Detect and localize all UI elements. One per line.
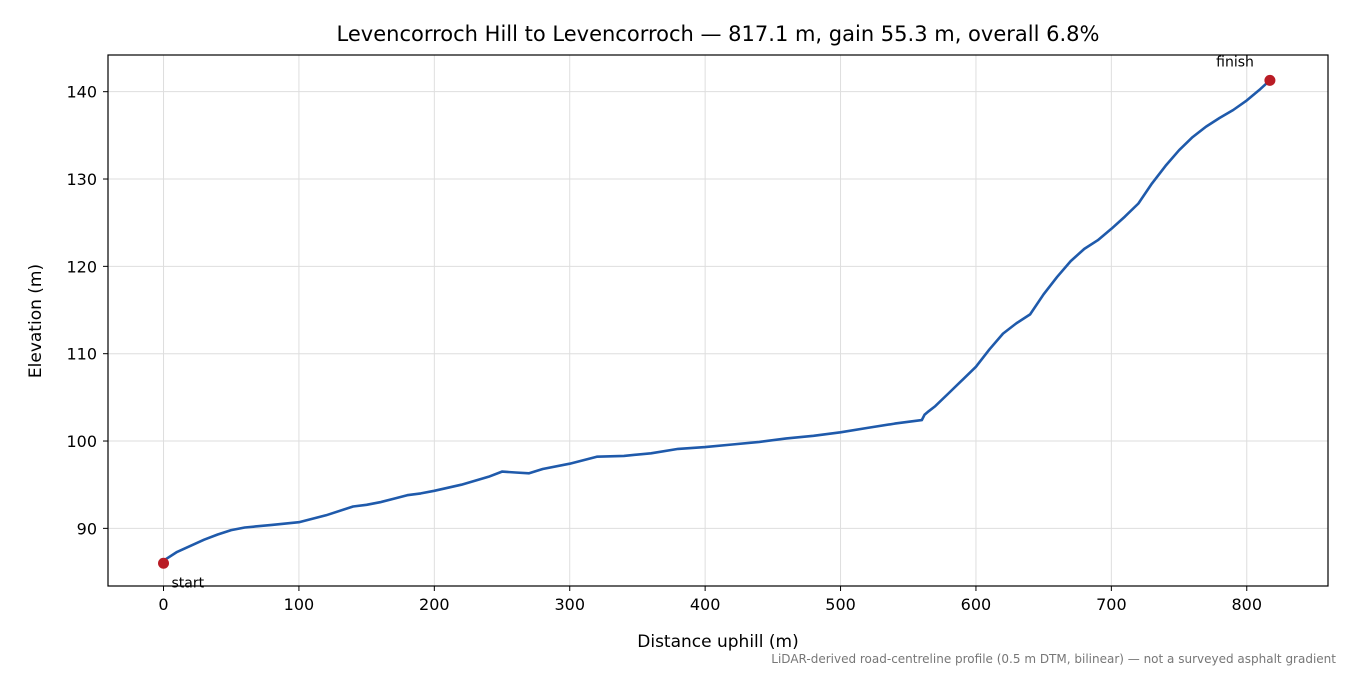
x-tick-label: 800: [1231, 595, 1262, 614]
x-tick-label: 700: [1096, 595, 1127, 614]
series: [162, 79, 1272, 562]
y-tick-label: 120: [66, 257, 97, 276]
start-label: start: [172, 575, 205, 591]
markers: start finish: [158, 54, 1276, 591]
footnote: LiDAR-derived road-centreline profile (0…: [771, 652, 1336, 666]
x-tick-label: 400: [690, 595, 721, 614]
chart-title: Levencorroch Hill to Levencorroch — 817.…: [337, 22, 1100, 46]
finish-label: finish: [1216, 54, 1254, 70]
y-tick-label: 140: [66, 83, 97, 102]
x-tick-label: 300: [554, 595, 585, 614]
y-tick-label: 100: [66, 432, 97, 451]
x-tick-label: 600: [961, 595, 992, 614]
ticks: 0 100 200 300 400 500 600 700 800 90 100 110 120 130 1…: [66, 83, 1262, 614]
elevation-line: [162, 79, 1272, 562]
finish-marker: [1264, 74, 1276, 86]
x-tick-label: 0: [158, 595, 168, 614]
grid: [108, 55, 1328, 586]
y-tick-label: 130: [66, 170, 97, 189]
x-tick-label: 100: [284, 595, 315, 614]
plot-frame: [107, 54, 1329, 587]
x-tick-label: 500: [825, 595, 856, 614]
x-axis-label: Distance uphill (m): [637, 632, 798, 652]
y-tick-label: 110: [66, 345, 97, 364]
start-marker: [158, 557, 170, 569]
y-tick-label: 90: [77, 519, 97, 538]
y-axis-label: Elevation (m): [26, 264, 46, 378]
x-tick-label: 200: [419, 595, 450, 614]
